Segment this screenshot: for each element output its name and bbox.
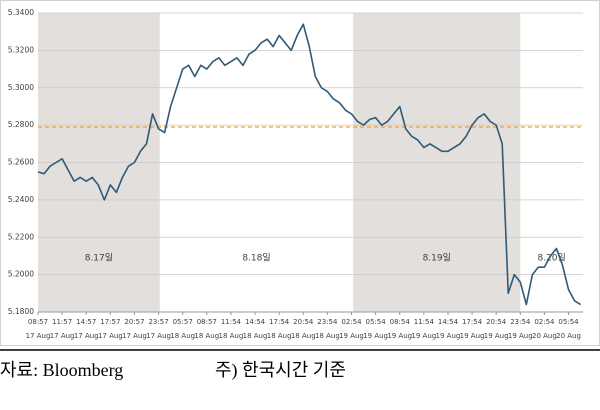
x-tick-date: 19 Aug	[484, 332, 509, 340]
x-tick-label: 23:54	[510, 318, 531, 326]
x-tick-date: 20 Aug	[532, 332, 557, 340]
y-tick-label: 5.2600	[8, 158, 34, 167]
x-tick-date: 18 Aug	[194, 332, 219, 340]
x-tick-label: 20:57	[124, 318, 144, 326]
x-tick-label: 23:57	[148, 318, 168, 326]
x-tick-label: 11:54	[221, 318, 242, 326]
data-line	[37, 23, 582, 306]
x-tick-label: 20:54	[486, 318, 507, 326]
x-tick-label: 17:54	[269, 318, 290, 326]
x-tick-label: 17:57	[100, 318, 120, 326]
x-tick-label: 05:54	[366, 318, 387, 326]
x-tick-date: 17 Aug	[146, 332, 171, 340]
x-tick-date: 17 Aug	[122, 332, 147, 340]
x-tick-label: 14:54	[245, 318, 266, 326]
period-label: 8.18일	[242, 253, 270, 264]
y-tick-label: 5.3000	[8, 83, 34, 92]
x-tick-label: 08:57	[197, 318, 217, 326]
y-tick-label: 5.2800	[8, 120, 34, 129]
x-tick-date: 19 Aug	[339, 332, 364, 340]
y-tick-label: 5.1800	[8, 307, 34, 316]
period-label: 8.19일	[423, 253, 451, 264]
x-tick-label: 05:57	[173, 318, 193, 326]
period-label: 8.20일	[537, 253, 565, 264]
x-tick-date: 19 Aug	[363, 332, 388, 340]
x-tick-date: 18 Aug	[267, 332, 292, 340]
x-tick-date: 18 Aug	[315, 332, 340, 340]
period-label: 8.17일	[85, 253, 113, 264]
x-tick-date: 17 Aug	[26, 332, 51, 340]
x-tick-label: 11:54	[414, 318, 435, 326]
x-tick-label: 17:54	[462, 318, 483, 326]
x-tick-date: 19 Aug	[508, 332, 533, 340]
x-tick-date: 19 Aug	[411, 332, 436, 340]
x-tick-date: 17 Aug	[98, 332, 123, 340]
x-tick-date: 17 Aug	[50, 332, 75, 340]
y-tick-label: 5.2400	[8, 195, 34, 204]
x-tick-label: 02:54	[341, 318, 362, 326]
x-tick-date: 19 Aug	[460, 332, 485, 340]
x-tick-date: 18 Aug	[243, 332, 268, 340]
x-tick-label: 02:54	[534, 318, 555, 326]
x-tick-date: 20 Aug	[556, 332, 581, 340]
y-tick-label: 5.3400	[8, 8, 34, 17]
x-tick-label: 14:57	[76, 318, 96, 326]
x-tick-date: 18 Aug	[170, 332, 195, 340]
source: 자료: Bloomberg	[0, 360, 123, 380]
y-tick-label: 5.2200	[8, 232, 34, 241]
x-tick-label: 05:54	[558, 318, 579, 326]
x-tick-label: 23:54	[317, 318, 338, 326]
x-tick-label: 08:57	[28, 318, 48, 326]
x-tick-label: 20:54	[293, 318, 314, 326]
x-tick-date: 19 Aug	[436, 332, 461, 340]
y-tick-label: 5.3200	[8, 45, 34, 54]
x-tick-label: 14:54	[438, 318, 459, 326]
x-tick-label: 11:57	[52, 318, 72, 326]
x-tick-date: 18 Aug	[291, 332, 316, 340]
note: 주) 한국시간 기준	[215, 360, 346, 381]
x-tick-date: 17 Aug	[74, 332, 99, 340]
x-tick-date: 19 Aug	[387, 332, 412, 340]
y-tick-label: 5.2000	[8, 270, 34, 279]
x-tick-date: 18 Aug	[219, 332, 244, 340]
x-tick-label: 08:54	[390, 318, 411, 326]
